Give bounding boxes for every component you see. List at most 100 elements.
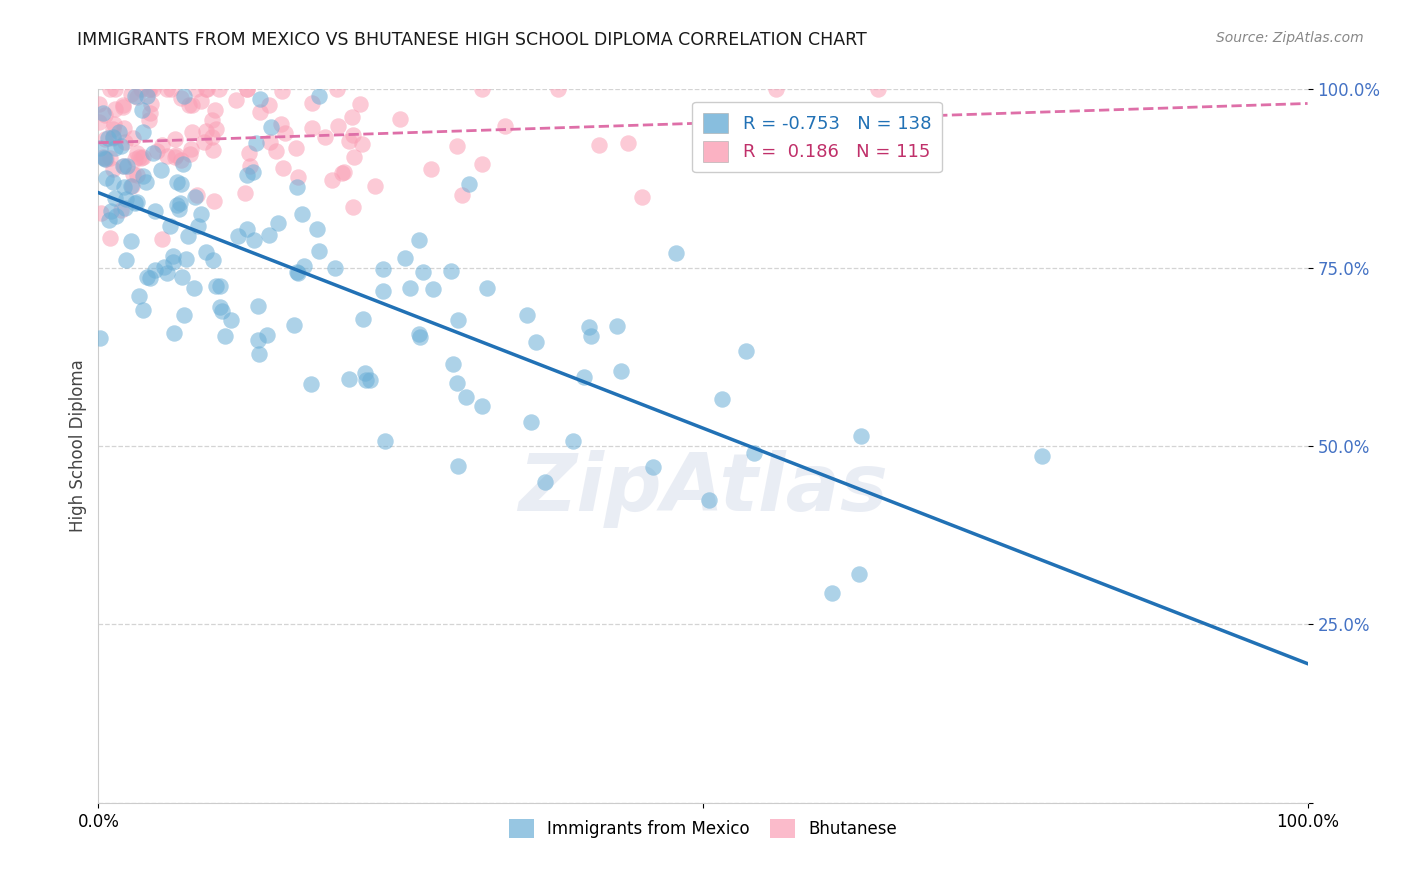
Point [172,157,194,171]
Point [127,89,149,103]
Point [451,187,474,202]
Point [349,97,371,112]
Point [868,82,890,96]
Point [342,128,364,142]
Point [285,180,308,194]
Point [408,326,430,341]
Point [166,198,188,212]
Point [107,125,129,139]
Point [235,168,257,182]
Point [342,200,364,214]
Point [112,159,135,173]
Text: ZipAtlas: ZipAtlas [517,450,889,528]
Point [394,251,416,265]
Point [285,265,308,279]
Point [180,125,202,139]
Point [139,82,162,96]
Point [89,331,111,345]
Point [205,278,228,293]
Point [287,266,309,280]
Point [239,159,262,173]
Point [330,166,353,180]
Point [169,177,191,191]
Point [343,150,366,164]
Point [122,167,145,181]
Point [333,165,356,179]
Point [112,180,135,194]
Point [184,82,207,96]
Point [100,204,122,219]
Point [169,196,191,211]
Point [104,102,127,116]
Point [177,228,200,243]
Point [202,143,225,157]
Point [89,114,111,128]
Point [103,117,125,131]
Point [458,177,481,191]
Point [321,173,343,187]
Point [94,152,117,166]
Point [170,153,193,167]
Point [208,82,231,96]
Point [1031,450,1053,464]
Point [150,232,173,246]
Point [271,84,294,98]
Point [354,366,377,380]
Point [190,95,212,109]
Point [337,134,360,148]
Point [162,255,184,269]
Point [352,312,374,326]
Point [308,244,330,259]
Point [93,132,115,146]
Point [114,135,136,149]
Point [214,329,236,343]
Point [101,175,124,189]
Point [249,105,271,120]
Point [326,120,349,134]
Point [89,141,111,155]
Point [267,215,290,229]
Point [211,304,233,318]
Point [409,330,432,344]
Point [129,82,152,96]
Point [242,165,264,179]
Point [112,121,135,136]
Point [225,93,247,107]
Point [150,137,173,152]
Point [115,192,138,206]
Point [180,142,202,156]
Point [111,98,134,112]
Point [356,374,378,388]
Point [101,131,124,145]
Point [734,344,756,359]
Point [273,161,295,175]
Point [849,429,872,443]
Point [135,175,157,189]
Point [274,126,297,140]
Point [91,151,114,165]
Point [193,135,215,149]
Point [337,372,360,386]
Point [259,135,281,149]
Point [125,194,148,209]
Point [256,328,278,343]
Point [110,138,132,153]
Point [138,113,160,128]
Point [456,390,478,404]
Point [236,222,259,236]
Point [169,202,191,216]
Point [314,129,336,144]
Point [226,228,249,243]
Point [162,249,184,263]
Point [156,149,179,163]
Point [98,82,121,96]
Point [143,263,166,277]
Point [104,141,127,155]
Point [388,112,411,127]
Point [142,82,165,96]
Point [202,252,225,267]
Point [374,434,396,449]
Point [588,137,610,152]
Point [494,119,516,133]
Point [195,82,218,96]
